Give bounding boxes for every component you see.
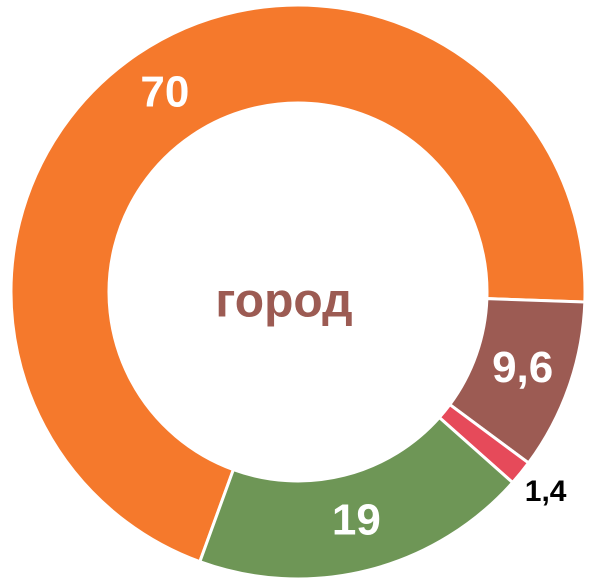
slice [9, 3, 587, 564]
center-title: город [215, 275, 352, 328]
data-label: 19 [332, 495, 381, 544]
slice [197, 415, 515, 580]
data-label: 9,6 [492, 343, 553, 392]
data-label: 1,4 [525, 475, 567, 508]
data-label: 70 [140, 67, 189, 116]
